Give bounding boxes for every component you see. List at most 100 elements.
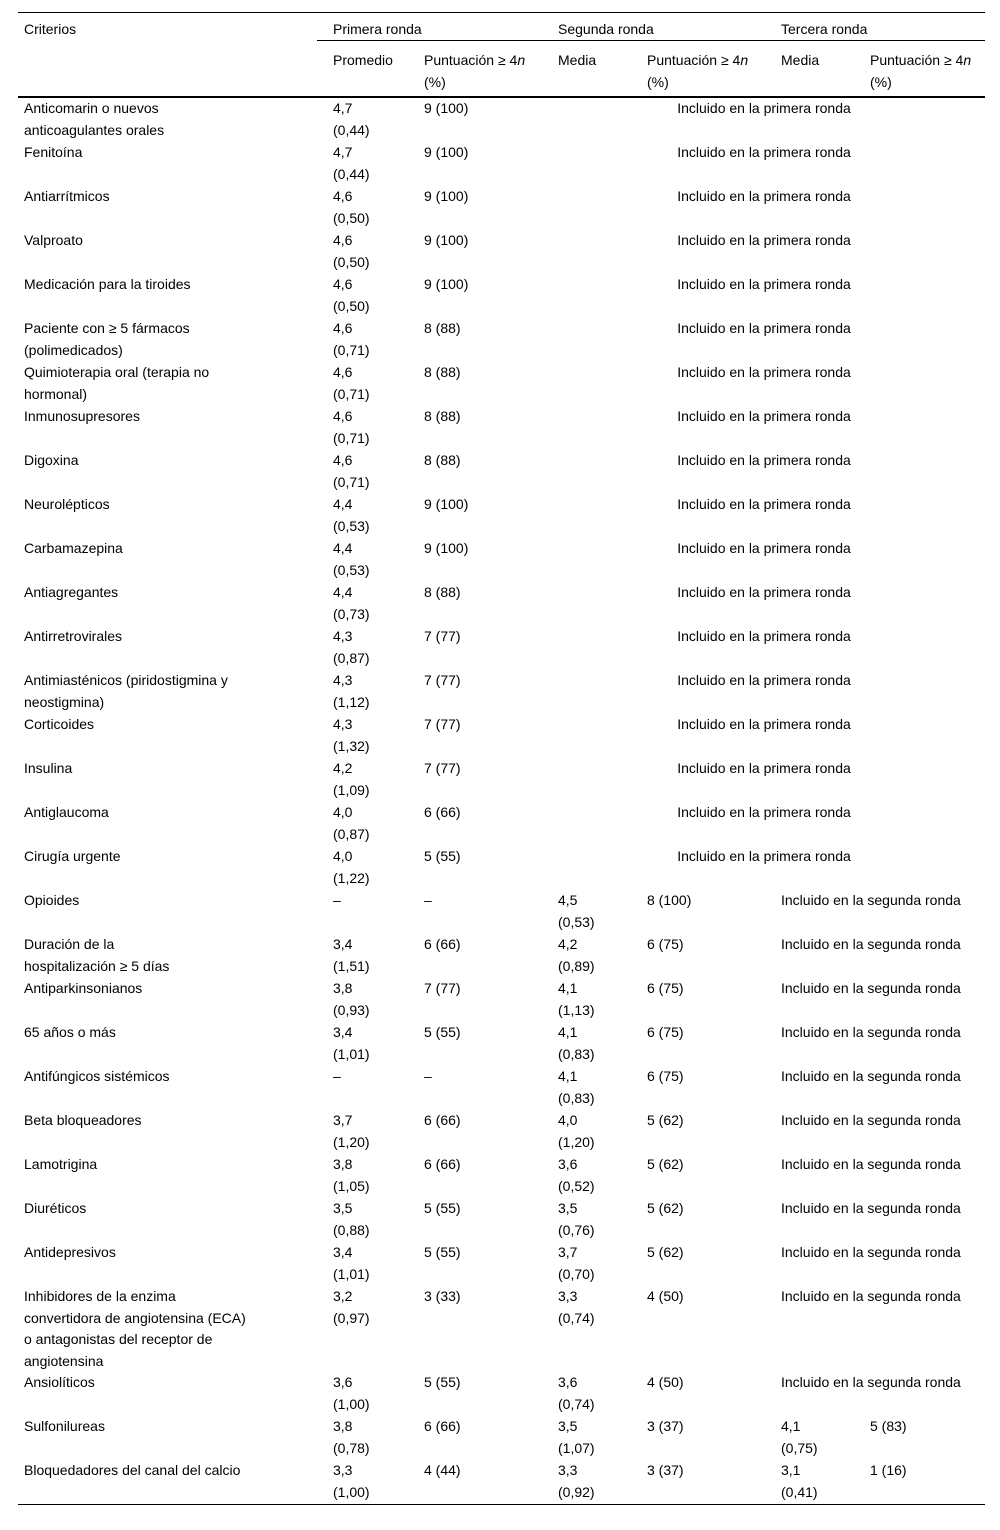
puntuacion1-value: 7 (77) xyxy=(424,760,461,776)
promedio-cell: 4,0 (0,87) xyxy=(333,802,424,845)
included-first-round-note: Incluido en la primera ronda xyxy=(677,760,851,776)
puntuacion2-value: 4 (50) xyxy=(647,1288,684,1304)
puntuacion1-value: 7 (77) xyxy=(424,980,461,996)
promedio-cell: 4,6 (0,71) xyxy=(333,450,424,493)
header-bottom-rule xyxy=(18,96,985,98)
table-row: Medicación para la tiroides 4,6 (0,50) 9 (1… xyxy=(18,274,985,318)
promedio-value: 4,0 xyxy=(333,804,353,820)
puntuacion1-value: 3 (33) xyxy=(424,1288,461,1304)
criterion-label: Diuréticos xyxy=(24,1200,87,1216)
promedio-sd: (0,44) xyxy=(333,121,370,138)
puntuacion2-value: 4 (50) xyxy=(647,1374,684,1390)
included-first-round-note: Incluido en la primera ronda xyxy=(677,188,851,204)
included-first-round-note: Incluido en la primera ronda xyxy=(677,672,851,688)
media2-cell: 4,2 (0,89) xyxy=(558,934,647,977)
table-row: Antidepresivos 3,4 (1,01) 5 (55) 3,7 (0,70) 5 … xyxy=(18,1242,985,1286)
promedio-cell: 3,4 (1,01) xyxy=(333,1242,424,1285)
promedio-cell: 4,6 (0,71) xyxy=(333,362,424,405)
media3-value: 4,1 xyxy=(781,1418,801,1434)
promedio-sd: (0,71) xyxy=(333,341,370,358)
puntuacion1-value: 8 (88) xyxy=(424,364,461,380)
puntuacion3-value: 1 (16) xyxy=(870,1462,907,1478)
table-row: Corticoides 4,3 (1,32) 7 (77) Incluido en la… xyxy=(18,714,985,758)
included-first-round-note: Incluido en la primera ronda xyxy=(677,716,851,732)
media2-sd: (0,83) xyxy=(558,1089,595,1106)
table-row: Lamotrigina 3,8 (1,05) 6 (66) 3,6 (0,52) 5 (62… xyxy=(18,1154,985,1198)
included-second-round-note: Incluido en la segunda ronda xyxy=(781,1288,961,1304)
promedio-cell: 3,8 (1,05) xyxy=(333,1154,424,1197)
promedio-cell: 4,3 (1,12) xyxy=(333,670,424,713)
puntuacion-prefix: Puntuación ≥ 4 xyxy=(424,52,518,68)
promedio-sd: (1,51) xyxy=(333,957,370,974)
puntuacion1-value: – xyxy=(424,892,432,908)
table-row: 65 años o más 3,4 (1,01) 5 (55) 4,1 (0,83) 6 (… xyxy=(18,1022,985,1066)
puntuacion1-value: 7 (77) xyxy=(424,628,461,644)
promedio-value: 3,3 xyxy=(333,1462,353,1478)
promedio-value: 4,6 xyxy=(333,188,353,204)
puntuacion1-value: 8 (88) xyxy=(424,584,461,600)
media3-cell: 3,1 (0,41) xyxy=(781,1460,870,1503)
included-second-round-note: Incluido en la segunda ronda xyxy=(781,980,961,996)
media2-cell: 4,1 (0,83) xyxy=(558,1022,647,1065)
promedio-sd: (1,00) xyxy=(333,1395,370,1412)
puntuacion-header-primera: Puntuación ≥ 4n (%) xyxy=(424,50,558,93)
included-first-round-note: Incluido en la primera ronda xyxy=(677,408,851,424)
promedio-header: Promedio xyxy=(333,52,393,68)
puntuacion2-value: 6 (75) xyxy=(647,980,684,996)
table-row: Antiagregantes 4,4 (0,73) 8 (88) Incluido en… xyxy=(18,582,985,626)
promedio-value: 4,0 xyxy=(333,848,353,864)
puntuacion1-value: 6 (66) xyxy=(424,936,461,952)
table-row: Ansiolíticos 3,6 (1,00) 5 (55) 3,6 (0,74) 4 (5… xyxy=(18,1372,985,1416)
criterion-label: Antiparkinsonianos xyxy=(24,980,143,996)
promedio-cell: 3,6 (1,00) xyxy=(333,1372,424,1415)
puntuacion2-value: 6 (75) xyxy=(647,936,684,952)
promedio-value: 4,6 xyxy=(333,364,353,380)
included-second-round-note: Incluido en la segunda ronda xyxy=(781,936,961,952)
table-row: Paciente con ≥ 5 fármacos (polimedicados… xyxy=(18,318,985,362)
promedio-value: 4,4 xyxy=(333,584,353,600)
media3-cell: 4,1 (0,75) xyxy=(781,1416,870,1459)
included-first-round-note: Incluido en la primera ronda xyxy=(677,364,851,380)
puntuacion1-value: 6 (66) xyxy=(424,804,461,820)
table-row: Duración de la hospitalización ≥ 5 días 3… xyxy=(18,934,985,978)
criterion-label: Antifúngicos sistémicos xyxy=(24,1068,170,1084)
table-row: Inmunosupresores 4,6 (0,71) 8 (88) Incluido … xyxy=(18,406,985,450)
criterion-label: Valproato xyxy=(24,232,83,248)
puntuacion2-value: 3 (37) xyxy=(647,1462,684,1478)
table-row: Sulfonilureas 3,8 (0,78) 6 (66) 3,5 (1,07) 3 (… xyxy=(18,1416,985,1460)
criterion-label: Inmunosupresores xyxy=(24,408,140,424)
promedio-sd: (0,50) xyxy=(333,297,370,314)
promedio-sd: (0,50) xyxy=(333,209,370,226)
media2-value: 4,1 xyxy=(558,980,578,996)
promedio-value: 3,6 xyxy=(333,1374,353,1390)
puntuacion1-value: 9 (100) xyxy=(424,496,469,512)
media2-sd: (0,89) xyxy=(558,957,595,974)
puntuacion2-value: 6 (75) xyxy=(647,1024,684,1040)
puntuacion1-value: 5 (55) xyxy=(424,1024,461,1040)
criterios-header: Criterios xyxy=(24,21,77,37)
promedio-sd: (1,09) xyxy=(333,781,370,798)
promedio-cell: 4,3 (0,87) xyxy=(333,626,424,669)
included-first-round-note: Incluido en la primera ronda xyxy=(677,320,851,336)
table-row: Antimiasténicos (piridostigmina y neosti… xyxy=(18,670,985,714)
media2-value: 3,3 xyxy=(558,1288,578,1304)
promedio-sd: (1,22) xyxy=(333,869,370,886)
puntuacion1-value: 8 (88) xyxy=(424,452,461,468)
included-first-round-note: Incluido en la primera ronda xyxy=(677,628,851,644)
included-second-round-note: Incluido en la segunda ronda xyxy=(781,1156,961,1172)
puntuacion-header-segunda: Puntuación ≥ 4n (%) xyxy=(647,50,781,93)
promedio-cell: 3,8 (0,78) xyxy=(333,1416,424,1459)
criterion-label: Antiglaucoma xyxy=(24,804,109,820)
puntuacion2-value: 5 (62) xyxy=(647,1112,684,1128)
promedio-cell: 4,4 (0,53) xyxy=(333,494,424,537)
group-header-primera-ronda: Primera ronda xyxy=(333,21,422,37)
criterion-label: Paciente con ≥ 5 fármacos (polimedicados… xyxy=(24,320,190,358)
table-row: Neurolépticos 4,4 (0,53) 9 (100) Incluido en… xyxy=(18,494,985,538)
puntuacion1-value: 9 (100) xyxy=(424,540,469,556)
group-header-segunda-ronda: Segunda ronda xyxy=(558,21,654,37)
promedio-cell: 3,3 (1,00) xyxy=(333,1460,424,1503)
group-header-row: Criterios Primera ronda Segunda ronda Te… xyxy=(18,13,985,40)
media2-value: 3,5 xyxy=(558,1200,578,1216)
included-second-round-note: Incluido en la segunda ronda xyxy=(781,1068,961,1084)
sub-header-row: Promedio Puntuación ≥ 4n (%) Media Puntu… xyxy=(18,41,985,96)
